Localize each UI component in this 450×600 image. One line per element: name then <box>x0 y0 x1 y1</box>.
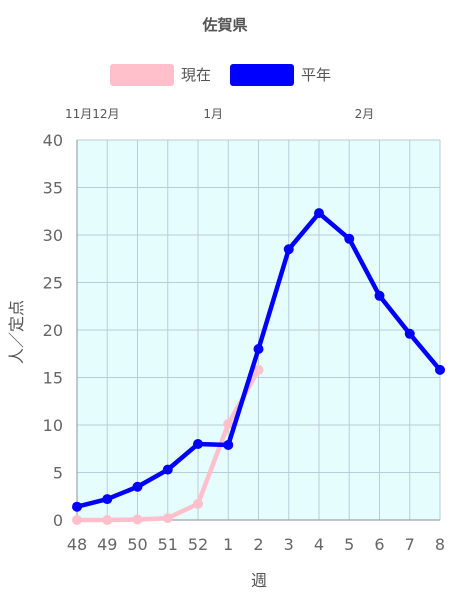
data-point[interactable] <box>132 514 143 525</box>
x-tick-label: 2 <box>253 535 263 554</box>
x-tick-label: 6 <box>374 535 384 554</box>
data-point[interactable] <box>72 501 82 512</box>
data-point[interactable] <box>314 208 324 219</box>
x-axis-label: 週 <box>251 571 267 590</box>
data-point[interactable] <box>102 494 113 505</box>
x-tick-label: 8 <box>435 535 445 554</box>
y-tick-label: 5 <box>53 464 63 483</box>
legend-item-current[interactable]: 現在 <box>110 64 211 86</box>
series-layer <box>72 208 445 525</box>
x-tick-label: 4 <box>314 535 324 554</box>
legend: 現在 平年 <box>110 64 331 86</box>
series-current <box>72 364 264 525</box>
legend-swatch-normal <box>230 64 294 86</box>
month-label: 11月12月 <box>65 107 120 121</box>
data-point[interactable] <box>404 328 415 339</box>
data-point[interactable] <box>72 515 82 525</box>
data-point[interactable] <box>253 344 264 354</box>
data-point[interactable] <box>223 419 234 430</box>
data-point[interactable] <box>193 439 203 449</box>
y-tick-label: 20 <box>43 321 63 340</box>
y-tick-label: 35 <box>43 179 63 198</box>
y-tick-label: 40 <box>43 131 63 150</box>
legend-item-normal[interactable]: 平年 <box>230 64 331 86</box>
data-point[interactable] <box>253 364 264 375</box>
month-labels: 11月12月 1月 2月 <box>65 107 374 121</box>
y-tick-label: 25 <box>43 274 63 293</box>
y-tick-label: 15 <box>43 369 63 388</box>
data-point[interactable] <box>102 515 113 525</box>
x-tick-labels: 48 49 50 51 52 1 2 3 4 5 6 7 8 <box>67 535 445 554</box>
y-tick-labels: 0 5 10 15 20 25 30 35 40 <box>43 131 63 530</box>
data-point[interactable] <box>193 498 203 509</box>
data-point[interactable] <box>435 364 445 375</box>
series-normal <box>72 208 445 512</box>
y-tick-label: 30 <box>43 226 63 245</box>
legend-swatch-current <box>110 64 174 86</box>
x-tick-label: 50 <box>127 535 147 554</box>
x-tick-label: 5 <box>344 535 354 554</box>
y-axis-label: 人／定点 <box>7 300 26 364</box>
chart-title: 佐賀県 <box>201 16 247 34</box>
month-label: 1月 <box>203 107 223 121</box>
data-point[interactable] <box>162 464 173 475</box>
data-point[interactable] <box>132 481 143 492</box>
data-point[interactable] <box>374 290 385 301</box>
x-tick-label: 1 <box>223 535 233 554</box>
month-label: 2月 <box>355 107 375 121</box>
legend-label-normal: 平年 <box>301 66 331 84</box>
x-tick-label: 48 <box>67 535 87 554</box>
data-point[interactable] <box>223 439 234 450</box>
x-tick-label: 49 <box>97 535 117 554</box>
data-point[interactable] <box>344 233 355 244</box>
x-tick-label: 51 <box>158 535 178 554</box>
y-tick-label: 10 <box>43 416 63 435</box>
y-tick-label: 0 <box>53 511 63 530</box>
x-tick-label: 7 <box>405 535 415 554</box>
legend-label-current: 現在 <box>181 66 211 84</box>
x-tick-label: 52 <box>188 535 208 554</box>
data-point[interactable] <box>162 513 173 524</box>
data-point[interactable] <box>283 244 294 255</box>
x-tick-label: 3 <box>284 535 294 554</box>
